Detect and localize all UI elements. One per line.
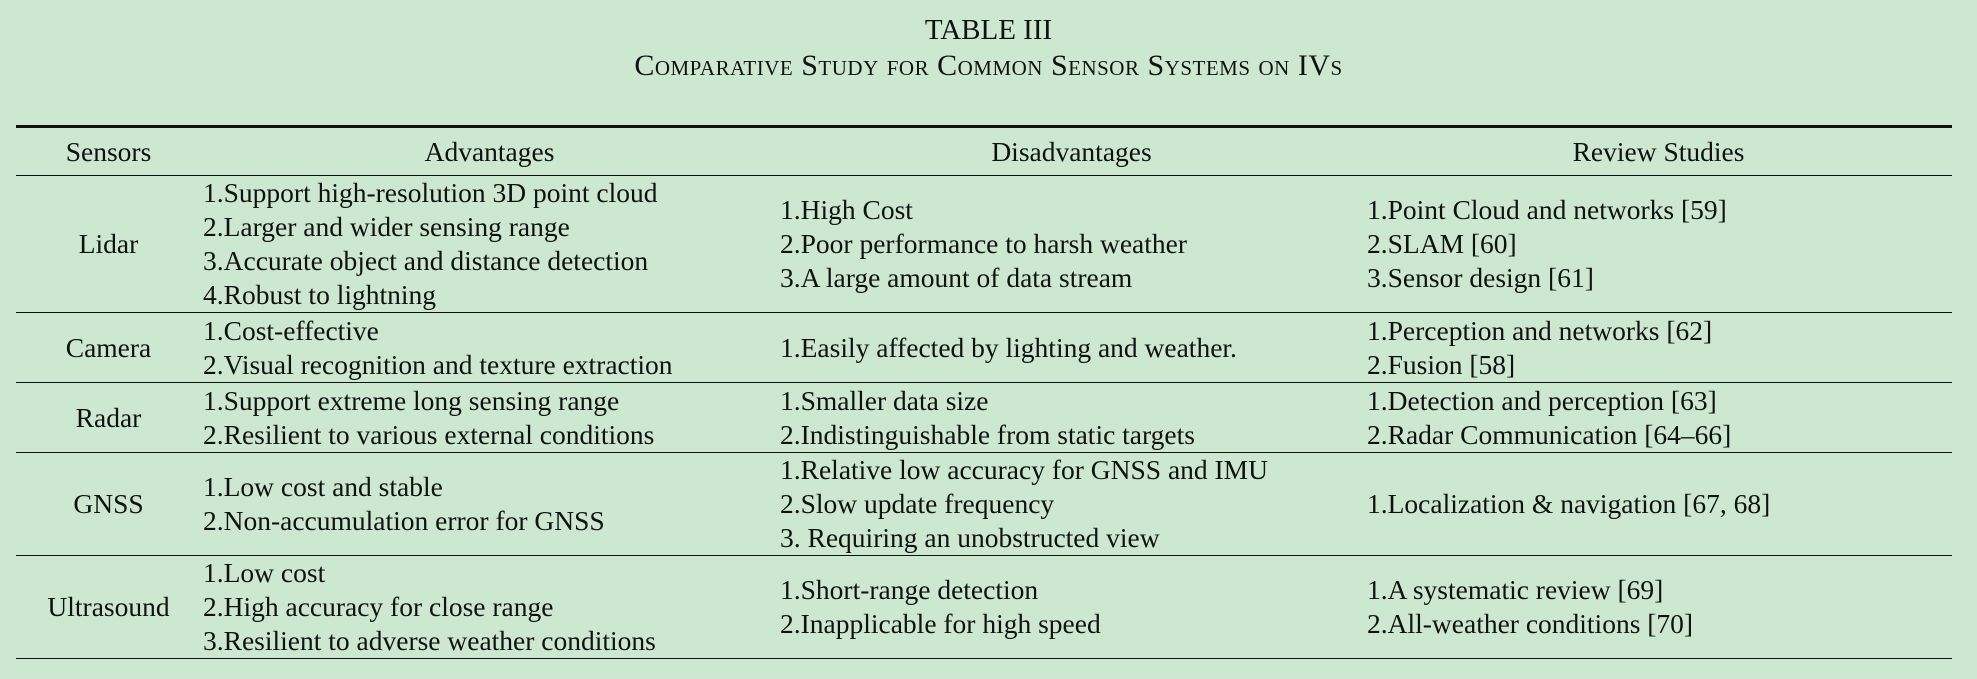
table-row-radar: Radar 1.Support extreme long sensing ran… bbox=[16, 382, 1952, 453]
advantages-cell: 1.Low cost 2.High accuracy for close ran… bbox=[201, 556, 778, 659]
sensor-cell: GNSS bbox=[16, 452, 201, 556]
review-item: 1.Point Cloud and networks [59] bbox=[1367, 194, 1727, 225]
disadvantage-item: 1.Short-range detection bbox=[780, 574, 1039, 605]
reviews-cell: 1.Perception and networks [62] 2.Fusion … bbox=[1365, 312, 1952, 383]
advantage-item: 2.Non-accumulation error for GNSS bbox=[203, 505, 605, 536]
table-container: Sensors Advantages Disadvantages Review … bbox=[16, 125, 1952, 659]
header-review-studies: Review Studies bbox=[1365, 126, 1952, 176]
sensor-comparison-table: Sensors Advantages Disadvantages Review … bbox=[16, 125, 1952, 659]
disadvantage-item: 1.Relative low accuracy for GNSS and IMU bbox=[780, 454, 1268, 485]
table-row-ultrasound: Ultrasound 1.Low cost 2.High accuracy fo… bbox=[16, 556, 1952, 659]
disadvantages-cell: 1.Easily affected by lighting and weathe… bbox=[778, 312, 1365, 383]
disadvantages-cell: 1.Relative low accuracy for GNSS and IMU… bbox=[778, 452, 1365, 556]
sensor-cell: Lidar bbox=[16, 175, 201, 313]
advantages-cell: 1.Support high-resolution 3D point cloud… bbox=[201, 175, 778, 313]
review-item: 1.Detection and perception [63] bbox=[1367, 384, 1717, 416]
advantage-item: 1.Support high-resolution 3D point cloud bbox=[203, 177, 658, 208]
disadvantage-item: 2.Poor performance to harsh weather bbox=[780, 228, 1187, 259]
review-item: 1.A systematic review [69] bbox=[1367, 574, 1664, 605]
disadvantages-cell: 1.Short-range detection 2.Inapplicable f… bbox=[778, 556, 1365, 659]
disadvantage-item: 3.A large amount of data stream bbox=[780, 262, 1133, 293]
header-sensors: Sensors bbox=[16, 126, 201, 176]
header-row: Sensors Advantages Disadvantages Review … bbox=[16, 126, 1952, 176]
advantage-item: 2.Resilient to various external conditio… bbox=[203, 418, 655, 450]
advantage-item: 3.Accurate object and distance detection bbox=[203, 245, 649, 276]
disadvantage-item: 2.Slow update frequency bbox=[780, 488, 1055, 519]
advantages-cell: 1.Support extreme long sensing range 2.R… bbox=[201, 382, 778, 453]
table-label: TABLE III bbox=[924, 14, 1053, 46]
advantage-item: 1.Support extreme long sensing range bbox=[203, 384, 620, 416]
advantage-item: 2.Larger and wider sensing range bbox=[203, 211, 570, 242]
disadvantage-item: 3. Requiring an unobstructed view bbox=[780, 522, 1160, 553]
advantage-item: 1.Cost-effective bbox=[203, 314, 379, 346]
table-row-gnss: GNSS 1.Low cost and stable 2.Non-accumul… bbox=[16, 452, 1952, 556]
sensor-cell: Radar bbox=[16, 382, 201, 453]
review-item: 2.Fusion [58] bbox=[1367, 348, 1516, 380]
advantage-item: 2.High accuracy for close range bbox=[203, 591, 554, 622]
reviews-cell: 1.Localization & navigation [67, 68] bbox=[1365, 452, 1952, 556]
header-advantages: Advantages bbox=[201, 126, 778, 176]
review-item: 2.SLAM [60] bbox=[1367, 228, 1517, 259]
disadvantage-item: 2.Indistinguishable from static targets bbox=[780, 418, 1195, 450]
disadvantages-cell: 1.High Cost 2.Poor performance to harsh … bbox=[778, 175, 1365, 313]
disadvantage-item: 1.High Cost bbox=[780, 194, 913, 225]
sensor-cell: Ultrasound bbox=[47, 591, 170, 622]
advantages-cell: 1.Cost-effective 2.Visual recognition an… bbox=[201, 312, 778, 383]
advantage-item: 2.Visual recognition and texture extract… bbox=[203, 348, 673, 380]
review-item: 3.Sensor design [61] bbox=[1367, 262, 1594, 293]
advantage-item: 4.Robust to lightning bbox=[203, 279, 437, 310]
disadvantage-item: 2.Inapplicable for high speed bbox=[780, 608, 1101, 639]
review-item: 2.Radar Communication [64–66] bbox=[1367, 418, 1732, 450]
review-item: 1.Localization & navigation [67, 68] bbox=[1367, 488, 1771, 519]
sensor-cell: Camera bbox=[16, 312, 201, 383]
table-row-lidar: Lidar 1.Support high-resolution 3D point… bbox=[16, 175, 1952, 313]
advantage-item: 1.Low cost and stable bbox=[203, 471, 443, 502]
disadvantage-item: 1.Smaller data size bbox=[780, 384, 989, 416]
review-item: 2.All-weather conditions [70] bbox=[1367, 608, 1694, 639]
header-disadvantages: Disadvantages bbox=[778, 126, 1365, 176]
advantages-cell: 1.Low cost and stable 2.Non-accumulation… bbox=[201, 452, 778, 556]
reviews-cell: 1.A systematic review [69] 2.All-weather… bbox=[1365, 556, 1952, 659]
advantage-item: 3.Resilient to adverse weather condition… bbox=[203, 625, 656, 656]
reviews-cell: 1.Detection and perception [63] 2.Radar … bbox=[1365, 382, 1952, 453]
table-row-camera: Camera 1.Cost-effective 2.Visual recogni… bbox=[16, 312, 1952, 383]
table-title: Comparative Study for Common Sensor Syst… bbox=[634, 49, 1343, 82]
review-item: 1.Perception and networks [62] bbox=[1367, 314, 1713, 346]
disadvantages-cell: 1.Smaller data size 2.Indistinguishable … bbox=[778, 382, 1365, 453]
advantage-item: 1.Low cost bbox=[203, 557, 326, 588]
disadvantage-item: 1.Easily affected by lighting and weathe… bbox=[780, 331, 1237, 363]
reviews-cell: 1.Point Cloud and networks [59] 2.SLAM [… bbox=[1365, 175, 1952, 313]
